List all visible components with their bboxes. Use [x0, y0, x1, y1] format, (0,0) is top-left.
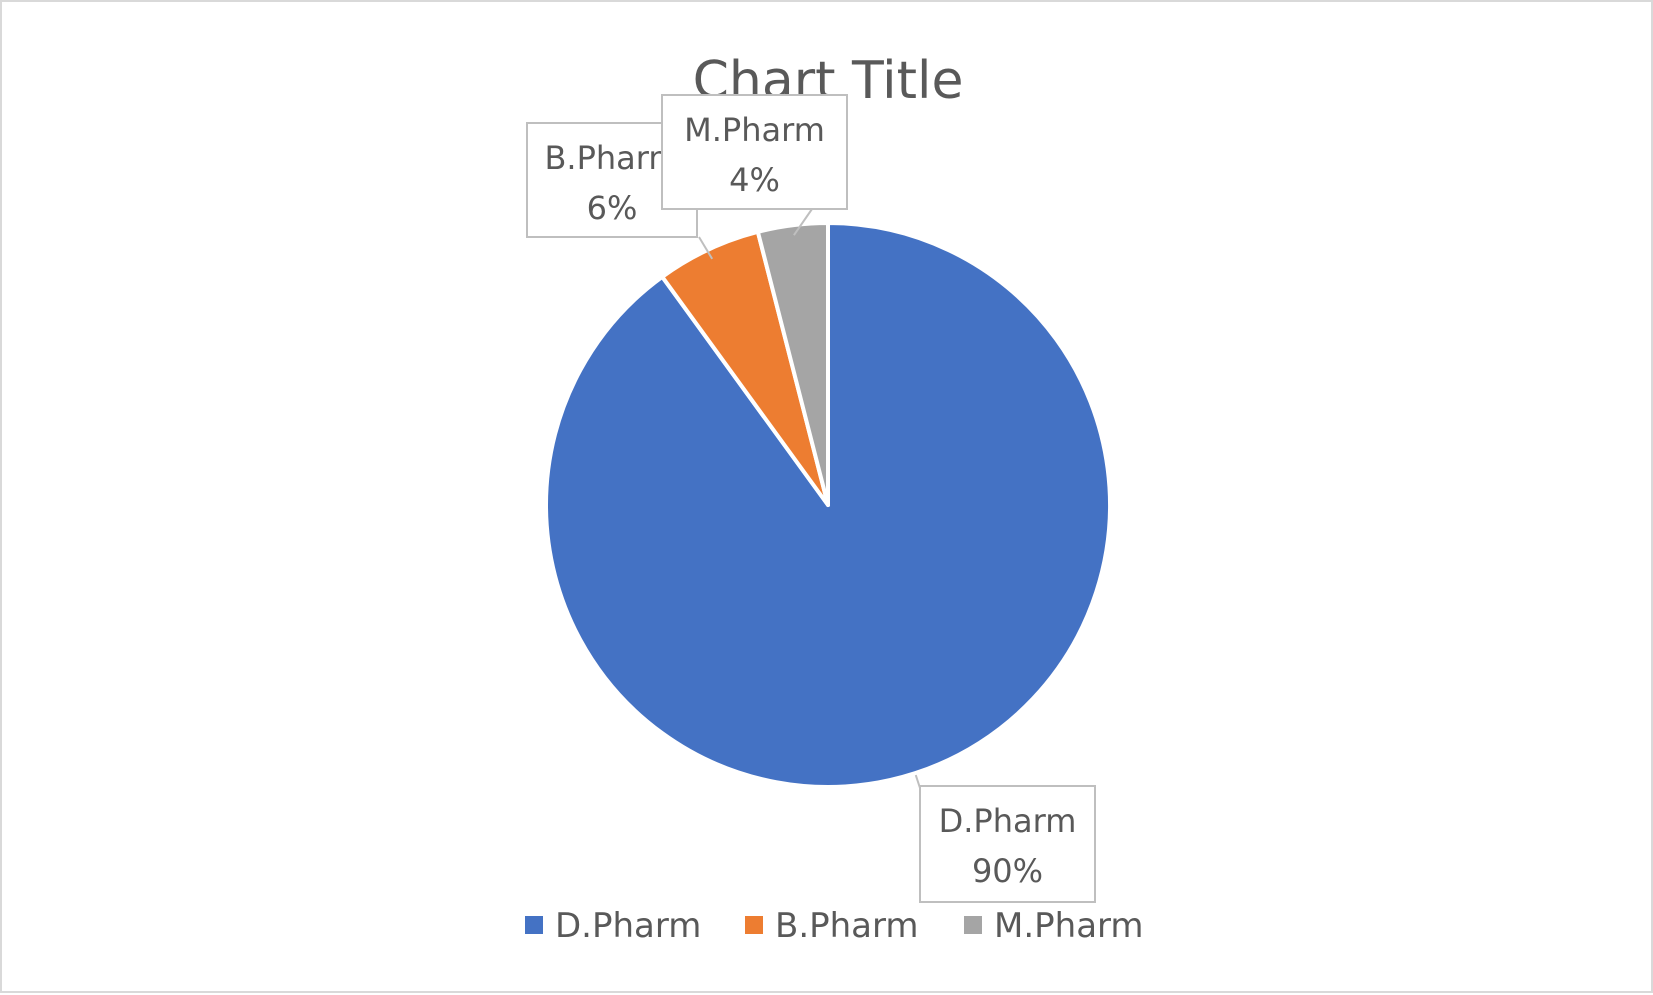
- leader-line-b-pharm: [698, 236, 714, 260]
- callout-box-d-pharm: [919, 785, 1096, 903]
- legend-item-d-pharm: D.Pharm: [525, 906, 701, 946]
- pie-slice-m-pharm: [755, 221, 830, 507]
- data-label-value-b-pharm: 6%: [587, 189, 638, 227]
- legend: D.Pharm B.Pharm M.Pharm: [525, 906, 1144, 946]
- data-label-category-d-pharm: D.Pharm: [939, 802, 1077, 840]
- legend-label-d-pharm: D.Pharm: [555, 906, 701, 946]
- legend-label-b-pharm: B.Pharm: [775, 906, 919, 946]
- legend-label-m-pharm: M.Pharm: [994, 906, 1144, 946]
- pie-slices: [544, 221, 1112, 789]
- legend-item-m-pharm: M.Pharm: [964, 906, 1144, 946]
- legend-item-b-pharm: B.Pharm: [745, 906, 919, 946]
- leader-line-m-pharm: [793, 208, 813, 236]
- legend-swatch-d-pharm: [525, 916, 543, 934]
- data-labels: D.Pharm 90% B.Pharm 6% M.Pharm 4%: [526, 94, 1096, 903]
- data-label-value-m-pharm: 4%: [729, 161, 780, 199]
- legend-swatch-m-pharm: [964, 916, 982, 934]
- data-label-category-b-pharm: B.Pharm: [544, 139, 679, 177]
- callout-box-m-pharm: [661, 94, 848, 210]
- data-label-m-pharm: M.Pharm 4%: [661, 94, 848, 236]
- data-label-category-m-pharm: M.Pharm: [684, 111, 825, 149]
- data-label-d-pharm: D.Pharm 90%: [914, 774, 1096, 903]
- legend-swatch-b-pharm: [745, 916, 763, 934]
- data-label-value-d-pharm: 90%: [972, 852, 1043, 890]
